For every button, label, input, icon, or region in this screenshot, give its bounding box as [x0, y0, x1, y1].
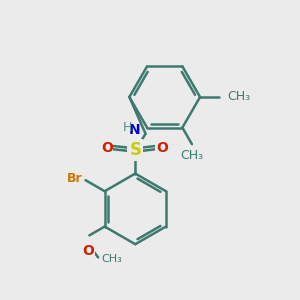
Text: CH₃: CH₃	[102, 254, 122, 264]
Text: Br: Br	[66, 172, 82, 185]
Text: O: O	[156, 141, 168, 154]
Text: CH₃: CH₃	[227, 91, 250, 103]
Text: H: H	[123, 122, 132, 134]
Text: CH₃: CH₃	[180, 148, 203, 162]
Text: S: S	[129, 141, 141, 159]
Text: N: N	[129, 123, 140, 137]
Text: O: O	[101, 141, 113, 154]
Text: O: O	[82, 244, 94, 258]
